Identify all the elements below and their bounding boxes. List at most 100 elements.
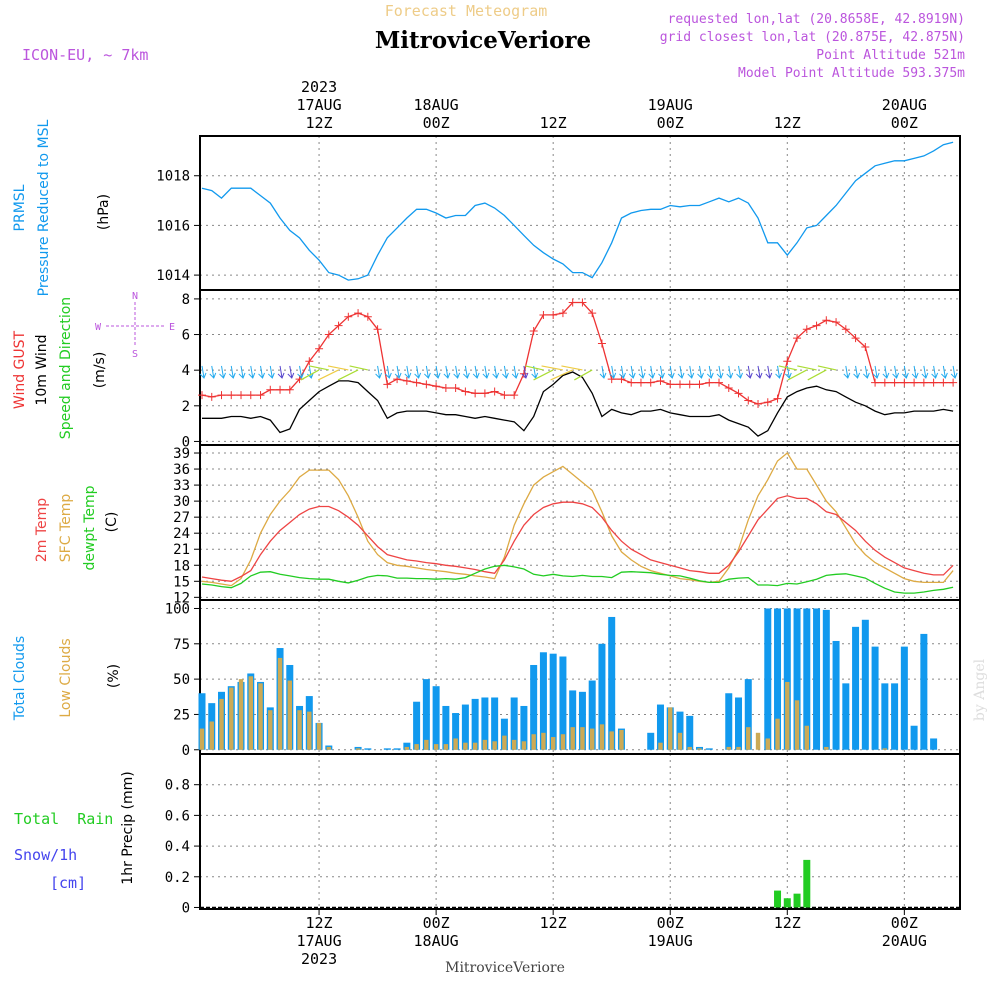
model-label: ICON-EU, ~ 7km: [22, 46, 148, 64]
wind-arrow: [375, 365, 383, 379]
pressure-ytick-label: 1014: [156, 268, 190, 284]
wind-arrow: [443, 365, 451, 379]
bottom-time-label: 12Z: [774, 914, 801, 932]
total-cloud-bar: [735, 697, 743, 750]
gust-line-markers: [198, 298, 958, 409]
low-cloud-bar: [511, 739, 517, 750]
low-cloud-bar: [453, 738, 458, 750]
wind-arrow: [463, 365, 470, 379]
total-cloud-bar: [725, 693, 733, 750]
wind-speeddir-label: Speed and Direction: [58, 297, 74, 439]
snow-unit-label: [cm]: [50, 874, 86, 892]
wind-arrow: [619, 365, 626, 379]
precipitation-ytick-label: 0.8: [165, 778, 190, 794]
low-cloud-bar: [765, 738, 770, 750]
gust-line-point: [890, 378, 899, 387]
wind-arrow: [667, 365, 675, 379]
wind10-line: [202, 371, 954, 437]
wind-arrow: [521, 365, 529, 379]
wind-unit-label: (m/s): [92, 352, 108, 389]
precip-bars: [200, 859, 960, 909]
total-cloud-bar: [842, 683, 850, 750]
gust-line-point: [597, 339, 606, 348]
total-cloud-bar: [881, 683, 889, 750]
wind-arrow: [349, 365, 368, 371]
total-cloud-bar: [539, 652, 547, 750]
total-cloud-bar: [891, 683, 899, 750]
total-cloud-bar: [578, 691, 586, 750]
prmsl-label: PRMSL: [12, 184, 28, 231]
gust-line-point: [227, 391, 236, 400]
low-cloud-bar: [287, 680, 292, 750]
wind-arrow: [843, 365, 851, 379]
compass-rose: N S W E: [95, 291, 175, 360]
top-time-label: 17AUG: [296, 96, 341, 114]
gust-line-point: [315, 344, 324, 353]
gust-line-point: [500, 391, 509, 400]
temperature-ytick-label: 33: [173, 478, 190, 494]
top-time-label: 00Z: [657, 114, 684, 132]
low-cloud-bar: [531, 734, 536, 750]
low-cloud-bar: [794, 700, 800, 750]
low-cloud-bar: [355, 748, 361, 750]
t2m-label: 2m Temp: [34, 498, 50, 562]
cloud-panel-labels: Total Clouds Low Clouds (%): [12, 636, 122, 721]
model-point-altitude: Model Point Altitude 593.375m: [738, 66, 965, 81]
wind-arrow: [238, 365, 246, 379]
gust-line-point: [949, 378, 958, 387]
low-cloud-bar: [658, 742, 663, 750]
wind-gust-label: Wind GUST: [12, 330, 28, 409]
bottom-time-label: 19AUG: [648, 932, 693, 950]
gust-line-point: [432, 382, 441, 391]
total-cloud-bar: [608, 616, 616, 750]
total-cloud-bar: [432, 686, 440, 750]
gust-line-point: [578, 298, 587, 307]
total-cloud-bar: [920, 633, 928, 750]
sfc-temp-line: [201, 452, 954, 587]
wind-arrow: [862, 365, 870, 379]
low-cloud-bar: [580, 727, 585, 750]
wind-arrow: [941, 365, 948, 379]
total-cloud-bar: [871, 646, 879, 750]
total-cloud-bar: [910, 725, 918, 750]
gust-line-point: [344, 312, 353, 321]
gust-line-point: [939, 378, 948, 387]
wind-arrow: [599, 365, 607, 379]
wind-arrow: [736, 365, 743, 379]
temperature-ytick-label: 27: [173, 510, 190, 526]
gust-line-point: [529, 326, 538, 335]
total-cloud-bar: [520, 705, 528, 750]
total-cloud-bar: [900, 646, 908, 750]
compass-s: S: [132, 349, 138, 360]
gust-line-point: [900, 378, 909, 387]
wind-arrow: [745, 365, 753, 379]
total-cloud-bar: [744, 679, 752, 750]
gust-line-point: [558, 309, 567, 318]
gust-line-point: [724, 383, 733, 392]
gust-line-point: [822, 316, 831, 325]
gust-line-point: [744, 396, 753, 405]
wind-arrow: [638, 365, 646, 379]
pressure-panel: 1014 1016 1018: [156, 135, 961, 291]
precip-panel-labels: Total Rain Snow/1h [cm] 1hr Precip (mm): [14, 771, 136, 892]
cloud-unit-label: (%): [106, 664, 122, 688]
gust-line-point: [383, 380, 392, 389]
low-cloud-bar: [755, 732, 761, 750]
wind-arrow: [706, 365, 714, 379]
precip-axis-label: 1hr Precip (mm): [120, 771, 136, 884]
total-cloud-bar: [452, 713, 460, 750]
wind-arrow: [950, 365, 958, 379]
total-clouds-label: Total Clouds: [12, 636, 28, 721]
wind-arrow: [778, 365, 798, 371]
total-cloud-bar: [588, 680, 596, 750]
bottom-time-label: 12Z: [540, 914, 567, 932]
gust-line-point: [237, 391, 246, 400]
total-cloud-bar: [822, 609, 830, 750]
temperature-ytick-label: 30: [173, 494, 190, 510]
low-cloud-bar: [570, 727, 575, 750]
gust-line-point: [646, 378, 655, 387]
prmsl-desc-label: Pressure Reduced to MSL: [36, 119, 52, 296]
pressure-panel-labels: PRMSL Pressure Reduced to MSL (hPa): [12, 119, 112, 296]
gust-line-point: [763, 398, 772, 407]
total-cloud-bar: [705, 748, 713, 750]
